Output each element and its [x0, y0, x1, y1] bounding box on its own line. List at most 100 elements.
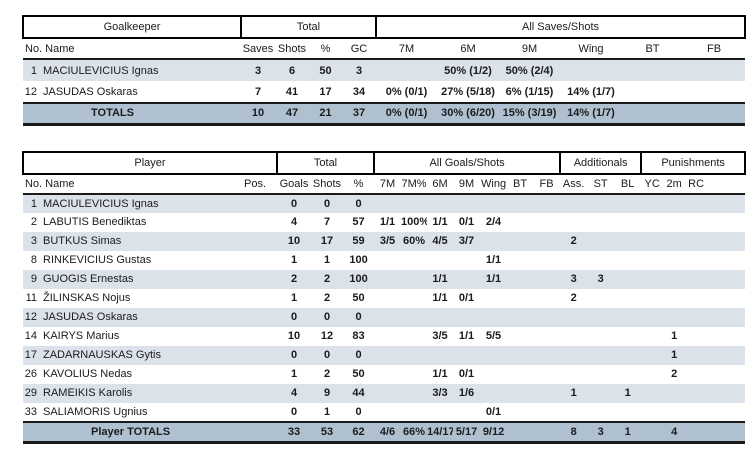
cell-goals: 2 [290, 273, 298, 285]
cell-bt [507, 384, 533, 403]
cell-bl [614, 270, 641, 289]
cell-6m [427, 403, 453, 422]
player-number: 33 [24, 405, 37, 418]
cell-ass: 3 [570, 273, 577, 285]
cell-ass [560, 327, 587, 346]
cell-filler [707, 213, 745, 232]
cell-saves: 7 [254, 85, 262, 98]
cell-pct: 100 [349, 254, 368, 266]
cell-st [587, 308, 614, 327]
cell-2m [663, 194, 685, 213]
cell-shots: 2 [323, 368, 331, 380]
cell-yc [641, 346, 663, 365]
cell-shots: 7 [323, 216, 331, 228]
cell-wing [480, 365, 507, 384]
cell-no-name: 1 MACIULEVICIUS Ignas [23, 194, 233, 213]
cell-9m: 0/1 [458, 216, 475, 228]
cell-fb [533, 289, 560, 308]
totals-cell-shots: 47 [285, 107, 299, 120]
cell-2m: 1 [671, 330, 678, 342]
totals-cell-saves: 10 [251, 107, 265, 120]
section-header-goalkeeper: Goalkeeper [22, 15, 242, 39]
cell-no-name: 14 KAIRYS Marius [23, 327, 233, 346]
cell-no-name: 8 RINKEVICIUS Gustas [23, 251, 233, 270]
cell-no-name: 2 LABUTIS Benediktas [23, 213, 233, 232]
cell-shots: 0 [323, 197, 331, 210]
cell-filler [707, 251, 745, 270]
cell-9m: 3/7 [458, 235, 475, 247]
player-number: 14 [24, 330, 37, 342]
cell-gc: 34 [352, 85, 366, 98]
player-number: 12 [24, 85, 37, 98]
cell-bt [507, 403, 533, 422]
cell-no-name: 12 JASUDAS Oskaras [23, 308, 233, 327]
cell-pos [233, 270, 277, 289]
cell-wing: 5/5 [485, 330, 502, 342]
cell-bl: 1 [624, 387, 631, 399]
cell-filler [707, 346, 745, 365]
cell-7m [374, 308, 401, 327]
cell-pct: 59 [352, 235, 365, 247]
cell-2m: 1 [671, 349, 678, 361]
cell-rc [685, 213, 707, 232]
cell-bt [507, 327, 533, 346]
column-label-fb: FB [533, 173, 561, 195]
cell-st [587, 327, 614, 346]
player-table: Player Total All Goals/Shots Additionals Pun… [22, 150, 747, 445]
cell-bt [507, 251, 533, 270]
table-row: 29 RAMEIKIS Karolis 4 9 44 3/3 1/6 1 1 [23, 383, 746, 403]
player-name: RAMEIKIS Karolis [43, 387, 133, 399]
cell-pct: 0 [355, 405, 362, 418]
cell-7m-pct [401, 346, 427, 365]
cell-no-name: 1 MACIULEVICIUS Ignas [23, 59, 241, 81]
column-label-fb: FB [683, 38, 746, 60]
cell-fb [683, 59, 745, 81]
player-number: 1 [30, 197, 37, 210]
totals-cell-fb [533, 422, 560, 443]
column-label-7m-pct: 7M% [401, 173, 428, 195]
cell-yc [641, 232, 663, 251]
totals-cell-ass: 8 [570, 425, 577, 438]
cell-rc [685, 308, 707, 327]
cell-st [587, 289, 614, 308]
player-name: ŽILINSKAS Nojus [43, 292, 131, 304]
cell-filler [707, 270, 745, 289]
cell-7m-pct [401, 384, 427, 403]
cell-goals: 1 [290, 254, 298, 266]
cell-6m [427, 194, 453, 213]
table-row: 1 MACIULEVICIUS Ignas 0 0 0 [23, 193, 746, 213]
cell-fb [533, 251, 560, 270]
totals-cell-wing: 14% (1/7) [567, 107, 615, 120]
cell-pct: 0 [355, 197, 362, 210]
cell-ass [560, 251, 587, 270]
cell-goals: 4 [290, 216, 298, 228]
cell-pct: 0 [355, 311, 362, 323]
cell-pos [233, 346, 277, 365]
cell-7m: 3/5 [379, 235, 396, 247]
cell-rc [685, 327, 707, 346]
player-number: 29 [24, 387, 37, 399]
cell-wing [480, 384, 507, 403]
cell-bt [622, 59, 683, 81]
player-number: 2 [30, 216, 37, 228]
table-row: 17 ZADARNAUSKAS Gytis 0 0 0 1 [23, 345, 746, 365]
column-label-2m: 2m [663, 173, 686, 195]
player-name: JASUDAS Oskaras [43, 311, 138, 323]
cell-bl [614, 289, 641, 308]
player-number: 3 [30, 235, 37, 247]
cell-rc [685, 403, 707, 422]
cell-shots: 0 [323, 311, 331, 323]
column-label-st: ST [587, 173, 615, 195]
cell-7m-pct: 100% [401, 216, 428, 228]
cell-yc [641, 289, 663, 308]
cell-6m [427, 308, 453, 327]
cell-9m: 0/1 [458, 368, 475, 380]
totals-cell-6m: 14/17 [427, 425, 454, 438]
cell-pos [233, 384, 277, 403]
cell-wing [560, 59, 622, 81]
cell-7m: 0% (0/1) [385, 85, 428, 98]
cell-st [587, 194, 614, 213]
totals-cell-bt [622, 103, 683, 124]
cell-yc [641, 194, 663, 213]
totals-cell-filler [707, 422, 745, 443]
